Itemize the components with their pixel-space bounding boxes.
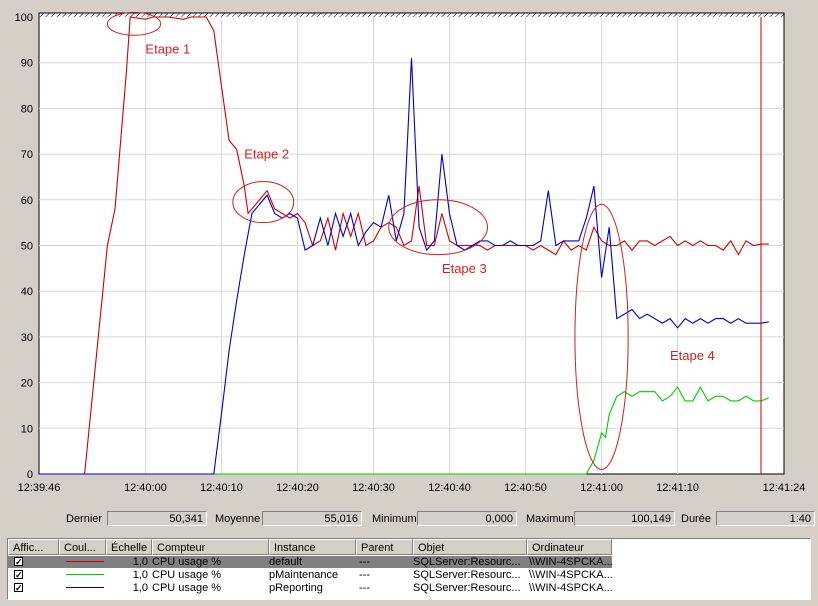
y-tick-label: 30 (21, 332, 33, 344)
last-label: Dernier (66, 513, 103, 525)
annotation-label: Etape 4 (670, 348, 715, 363)
series-line-default (39, 16, 769, 475)
computer-cell: \\WIN-4SPCKA... (529, 582, 612, 594)
header-counter[interactable]: Compteur (152, 539, 269, 555)
show-checkbox[interactable]: ✓ (14, 557, 23, 567)
annotation-ellipse (106, 11, 162, 36)
header-color[interactable]: Coul... (59, 539, 106, 555)
x-tick-label: 12:40:20 (276, 482, 319, 494)
parent-cell: --- (359, 556, 370, 568)
maximum-label: Maximum (526, 513, 574, 525)
x-tick-label: 12:41:10 (656, 482, 699, 494)
annotations: Etape 1 Etape 2 Etape 3 Etape 4 (106, 11, 715, 470)
header-instance[interactable]: Instance (269, 539, 356, 555)
annotation-ellipse (388, 199, 489, 256)
series-color-swatch (66, 574, 104, 575)
duration-label: Durée (681, 513, 711, 525)
computer-cell: \\WIN-4SPCKA... (529, 556, 612, 568)
legend-row-default[interactable]: ✓ 1,0 CPU usage % default --- SQLServer:… (8, 556, 612, 568)
object-cell: SQLServer:Resourc... (413, 582, 521, 594)
y-tick-label: 60 (21, 195, 33, 207)
average-label: Moyenne (215, 513, 261, 525)
series-color-swatch (66, 587, 104, 588)
header-computer[interactable]: Ordinateur (527, 539, 612, 555)
parent-cell: --- (359, 569, 370, 581)
x-tick-label: 12:41:00 (580, 482, 623, 494)
series-lines (39, 16, 770, 475)
header-object[interactable]: Objet (413, 539, 527, 555)
last-value: 50,341 (107, 511, 207, 526)
series-line-preporting (39, 58, 769, 475)
counter-legend-table: Affic... Coul... Échelle Compteur Instan… (7, 538, 811, 600)
x-tick-label: 12:40:30 (352, 482, 395, 494)
x-tick-label: 12:40:10 (200, 482, 243, 494)
y-axis-ticks: 0 10 20 30 40 50 60 70 80 90 100 (15, 12, 33, 481)
minimum-label: Minimum (372, 513, 417, 525)
series-line-pmaintenance (39, 386, 770, 475)
annotation-label: Etape 2 (244, 147, 289, 162)
counter-cell: CPU usage % (152, 569, 222, 581)
instance-cell: default (269, 556, 303, 568)
y-tick-label: 10 (21, 423, 33, 435)
y-tick-label: 70 (21, 149, 33, 161)
object-cell: SQLServer:Resourc... (413, 556, 521, 568)
x-tick-label: 12:40:40 (428, 482, 471, 494)
legend-header-row: Affic... Coul... Échelle Compteur Instan… (8, 539, 810, 556)
instance-cell: pMaintenance (269, 569, 339, 581)
series-color-swatch (66, 561, 104, 562)
annotation-label: Etape 3 (442, 261, 487, 276)
annotation-ellipse (232, 181, 295, 224)
parent-cell: --- (359, 582, 370, 594)
x-tick-label: 12:41:24 (763, 482, 806, 494)
minimum-value: 0,000 (417, 511, 517, 526)
object-cell: SQLServer:Resourc... (413, 569, 521, 581)
scale-cell: 1,0 (132, 556, 148, 568)
x-tick-label: 12:39:46 (18, 482, 61, 494)
annotation-label: Etape 1 (145, 42, 190, 57)
legend-row-preporting[interactable]: ✓ 1,0 CPU usage % pReporting --- SQLServ… (8, 582, 612, 594)
y-tick-label: 0 (27, 469, 33, 481)
show-checkbox[interactable]: ✓ (14, 583, 23, 593)
average-value: 55,016 (262, 511, 362, 526)
annotation-ellipse (574, 203, 629, 470)
computer-cell: \\WIN-4SPCKA... (529, 569, 612, 581)
x-axis-ticks: 12:39:46 12:40:00 12:40:10 12:40:20 12:40:30… (18, 482, 806, 494)
header-parent[interactable]: Parent (356, 539, 413, 555)
top-hatch-band (39, 13, 784, 17)
y-tick-label: 50 (21, 241, 33, 253)
instance-cell: pReporting (269, 582, 323, 594)
x-tick-label: 12:40:50 (504, 482, 547, 494)
y-tick-label: 40 (21, 286, 33, 298)
header-scale[interactable]: Échelle (106, 539, 152, 555)
grid (39, 17, 784, 474)
counter-cell: CPU usage % (152, 556, 222, 568)
y-tick-label: 20 (21, 378, 33, 390)
statistics-bar: Dernier 50,341 Moyenne 55,016 Minimum 0,… (0, 509, 818, 531)
y-tick-label: 80 (21, 103, 33, 115)
scale-cell: 1,0 (132, 582, 148, 594)
header-show[interactable]: Affic... (8, 539, 59, 555)
legend-row-pmaintenance[interactable]: ✓ 1,0 CPU usage % pMaintenance --- SQLSe… (8, 569, 612, 581)
scale-cell: 1,0 (132, 569, 148, 581)
x-tick-label: 12:40:00 (124, 482, 167, 494)
maximum-value: 100,149 (574, 511, 675, 526)
y-tick-label: 90 (21, 58, 33, 70)
duration-value: 1:40 (716, 511, 815, 526)
plot-background (38, 12, 785, 475)
counter-cell: CPU usage % (152, 582, 222, 594)
y-tick-label: 100 (15, 12, 33, 24)
show-checkbox[interactable]: ✓ (14, 570, 23, 580)
